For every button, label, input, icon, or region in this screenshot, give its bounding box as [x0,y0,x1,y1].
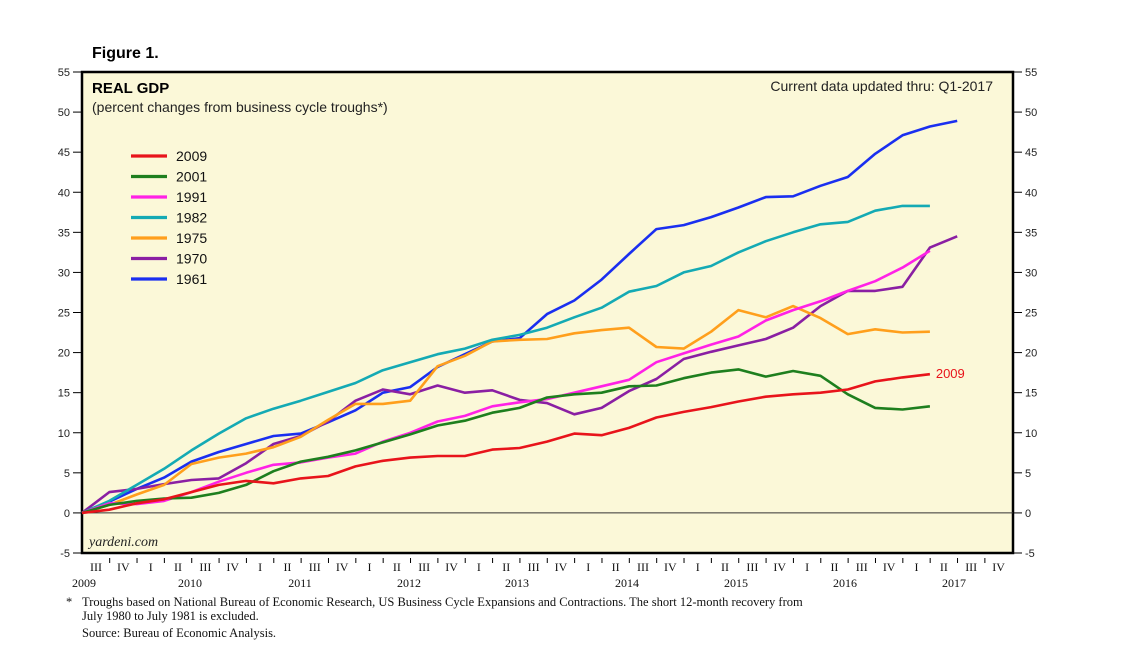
x-quarter-label: II [283,560,291,574]
x-quarter-label: II [612,560,620,574]
footnote-source: Source: Bureau of Economic Analysis. [82,626,276,640]
y-tick-label-right: 35 [1025,227,1037,239]
x-quarter-label: II [393,560,401,574]
x-quarter-label: I [696,560,700,574]
x-quarter-label: III [418,560,430,574]
x-quarter-label: IV [555,560,568,574]
x-quarter-label: III [637,560,649,574]
x-quarter-label: I [149,560,153,574]
x-quarter-label: IV [883,560,896,574]
y-tick-label-right: 50 [1025,107,1037,119]
x-quarter-label: IV [445,560,458,574]
y-tick-label-left: 50 [58,107,70,119]
series-line-2001 [81,368,931,515]
y-tick-label-right: 55 [1025,67,1037,79]
x-quarter-label: I [586,560,590,574]
legend-label-1961: 1961 [176,271,207,287]
x-quarter-label: I [805,560,809,574]
y-axis-right: -5 0 5 10 15 20 25 30 35 40 45 50 55 [1013,67,1037,560]
y-tick-label-left: 15 [58,388,70,400]
x-quarter-label: II [721,560,729,574]
x-year-label: 2017 [942,576,966,590]
x-year-label: 2011 [288,576,312,590]
legend-label-1970: 1970 [176,251,207,267]
y-tick-label-right: 45 [1025,147,1037,159]
x-quarter-label: II [830,560,838,574]
y-tick-label-right: 5 [1025,468,1031,480]
y-tick-label-left: 0 [64,508,70,520]
x-quarter-label: II [940,560,948,574]
y-tick-label-right: -5 [1025,548,1035,560]
x-quarter-label: III [746,560,758,574]
legend-label-1991: 1991 [176,189,207,205]
x-year-label: 2009 [72,576,96,590]
watermark: yardeni.com [87,535,158,550]
y-tick-label-left: 20 [58,348,70,360]
x-quarter-label: IV [992,560,1005,574]
x-quarter-label: III [965,560,977,574]
series-line-2009 [81,372,931,515]
chart-subtitle: (percent changes from business cycle tro… [92,99,388,115]
series-line-1961 [81,119,958,515]
legend-label-2009: 2009 [176,148,207,164]
chart-title: REAL GDP [92,80,169,97]
x-axis: III IV I II III IV I II III IV I II III IV I II III IV I II… [72,558,1005,590]
y-tick-label-left: 25 [58,308,70,320]
x-quarter-label: III [528,560,540,574]
y-tick-label-right: 30 [1025,267,1037,279]
x-quarter-label: III [199,560,211,574]
y-tick-label-right: 20 [1025,348,1037,360]
y-tick-label-right: 25 [1025,308,1037,320]
x-year-label: 2014 [615,576,639,590]
x-quarter-label: IV [117,560,130,574]
x-quarter-label: I [258,560,262,574]
series-line-1975 [81,304,930,515]
x-year-label: 2015 [724,576,748,590]
x-quarter-label: I [915,560,919,574]
y-tick-label-left: 30 [58,267,70,279]
legend: 2009 2001 1991 1982 1975 1970 1961 [131,148,207,287]
x-quarter-label: I [368,560,372,574]
series-line-1982 [81,204,930,515]
y-axis-left: -5 0 5 10 15 20 25 30 35 40 45 50 55 [58,67,82,560]
x-quarter-label: III [309,560,321,574]
y-tick-label-left: 55 [58,67,70,79]
y-tick-label-right: 15 [1025,388,1037,400]
y-tick-label-right: 10 [1025,428,1037,440]
x-quarter-label: IV [664,560,677,574]
x-year-label: 2010 [178,576,202,590]
series-line-1991 [81,249,931,515]
legend-label-1975: 1975 [176,230,207,246]
y-tick-label-left: -5 [60,548,70,560]
footnote-line-2: July 1980 to July 1981 is excluded. [82,609,259,623]
y-tick-label-right: 40 [1025,187,1037,199]
legend-label-1982: 1982 [176,210,207,226]
x-quarter-label: I [477,560,481,574]
series-layer [81,119,958,515]
legend-label-2001: 2001 [176,169,207,185]
x-quarter-label: III [856,560,868,574]
x-quarter-label: III [90,560,102,574]
x-year-label: 2013 [505,576,529,590]
footnote-star: * [66,595,72,609]
footnote-line-1: Troughs based on National Bureau of Econ… [82,595,803,609]
x-quarter-label: IV [336,560,349,574]
x-quarter-label: IV [773,560,786,574]
x-year-label: 2016 [833,576,857,590]
y-tick-label-left: 5 [64,468,70,480]
x-quarter-label: II [502,560,510,574]
series-end-label: 2009 [936,366,965,381]
x-quarter-label: IV [226,560,239,574]
y-tick-label-right: 0 [1025,508,1031,520]
update-note: Current data updated thru: Q1-2017 [770,78,993,94]
x-year-label: 2012 [397,576,421,590]
figure-label: Figure 1. [92,45,159,62]
y-tick-label-left: 10 [58,428,70,440]
y-tick-label-left: 35 [58,227,70,239]
y-tick-label-left: 40 [58,187,70,199]
y-tick-label-left: 45 [58,147,70,159]
x-quarter-label: II [174,560,182,574]
